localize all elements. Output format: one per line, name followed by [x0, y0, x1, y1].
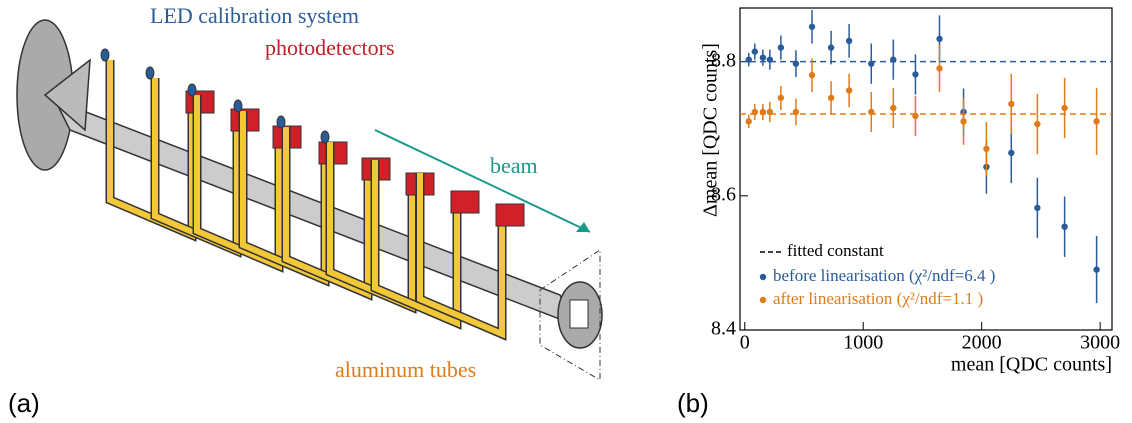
- annotation: beam: [490, 153, 538, 178]
- photodetector: [495, 203, 525, 227]
- point: [890, 104, 897, 112]
- arrow-head: [576, 222, 590, 232]
- tubes: [100, 48, 525, 341]
- end-window: [569, 299, 589, 329]
- tube: [194, 95, 282, 271]
- point: [983, 145, 990, 153]
- point: [890, 56, 897, 63]
- point: [808, 23, 816, 30]
- x-tick-label: 3000: [1080, 332, 1120, 354]
- cone: [43, 58, 91, 132]
- legend-label: after linearisation (χ²/ndf=1.1 ): [773, 289, 983, 308]
- point: [936, 65, 943, 72]
- legend-marker: [759, 273, 767, 281]
- point: [759, 108, 767, 116]
- diagram: LED calibration system photodetectors be…: [8, 3, 709, 418]
- annotation: aluminum tubes: [335, 357, 476, 382]
- point: [912, 112, 919, 120]
- point: [759, 54, 767, 61]
- led: [233, 99, 243, 113]
- point: [845, 87, 853, 94]
- y-tick-label: 8.6: [711, 183, 736, 205]
- point: [751, 108, 759, 116]
- point: [1093, 118, 1100, 125]
- point: [1061, 223, 1068, 230]
- y-tick-label: 8.4: [711, 318, 736, 340]
- point: [766, 56, 774, 63]
- point: [745, 118, 752, 125]
- legend-label: fitted constant: [787, 241, 884, 260]
- point: [792, 108, 800, 116]
- led: [320, 130, 330, 144]
- legend-label: before linearisation (χ²/ndf=6.4 ): [773, 266, 995, 285]
- point: [1034, 204, 1041, 212]
- beam-arrow: [374, 129, 591, 233]
- led: [145, 66, 155, 80]
- x-tick-label: 2000: [962, 332, 1002, 354]
- point: [868, 60, 875, 67]
- point: [1093, 266, 1100, 273]
- point: [868, 108, 875, 116]
- point: [808, 71, 816, 79]
- panel-label: (a): [8, 388, 40, 418]
- photodetector: [450, 190, 480, 214]
- outline: [539, 249, 601, 381]
- point: [1008, 100, 1015, 108]
- plot-frame: [739, 7, 1113, 331]
- point: [1061, 104, 1068, 112]
- panel-label: (b): [677, 388, 709, 418]
- y-tick-label: 8.8: [711, 49, 736, 71]
- x-axis-label: mean [QDC counts]: [951, 354, 1112, 376]
- point: [777, 44, 785, 51]
- annotation: photodetectors: [265, 35, 395, 60]
- led: [100, 48, 110, 62]
- point: [936, 35, 943, 43]
- y-axis-label: Δmean [QDC counts]: [700, 43, 722, 217]
- annotation: LED calibration system: [150, 3, 359, 28]
- point: [745, 56, 752, 63]
- point: [766, 108, 774, 116]
- point: [827, 44, 835, 51]
- x-tick-label: 1000: [843, 332, 883, 354]
- x-tick-label: 0: [740, 332, 750, 354]
- point: [1034, 120, 1041, 128]
- point: [845, 37, 853, 45]
- point: [960, 118, 967, 125]
- led: [187, 83, 197, 97]
- led: [276, 115, 286, 129]
- point: [1008, 149, 1015, 157]
- point: [912, 71, 919, 78]
- point: [777, 94, 785, 102]
- tube: [372, 160, 460, 328]
- tube: [417, 173, 505, 339]
- point: [792, 60, 800, 67]
- tube: [283, 127, 371, 299]
- point: [827, 94, 835, 102]
- legend-marker: [759, 296, 767, 304]
- point: [751, 48, 759, 55]
